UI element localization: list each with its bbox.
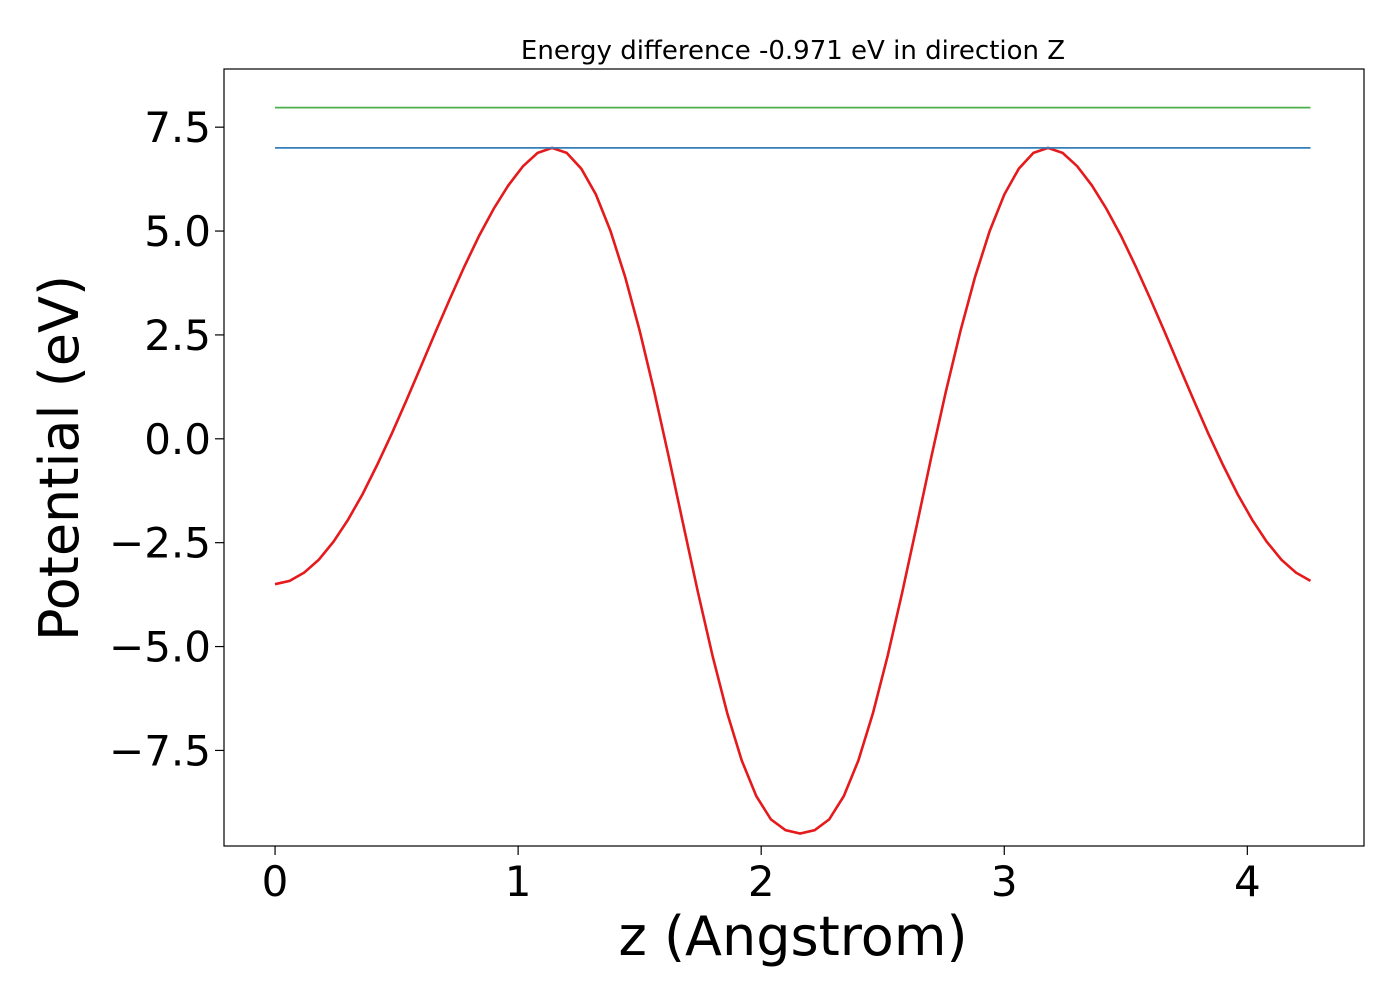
y-tick-label: 7.5 <box>144 103 211 152</box>
x-tick-label: 1 <box>505 857 532 906</box>
x-axis-label: z (Angstrom) <box>618 905 967 968</box>
x-tick-label: 2 <box>748 857 775 906</box>
x-tick-label: 3 <box>991 857 1018 906</box>
y-axis-label: Potential (eV) <box>28 275 91 641</box>
x-tick-label: 4 <box>1234 857 1261 906</box>
x-axis: 0 1 2 3 4 <box>262 846 1261 906</box>
y-axis: −7.5 −5.0 −2.5 0.0 2.5 5.0 7.5 <box>109 103 224 775</box>
x-tick-label: 0 <box>262 857 289 906</box>
series-line-potential <box>274 146 1312 835</box>
series-layer <box>274 106 1312 835</box>
y-tick-label: −7.5 <box>109 726 211 775</box>
y-tick-label: −5.0 <box>109 623 211 672</box>
y-tick-label: 2.5 <box>144 311 211 360</box>
y-tick-label: 5.0 <box>144 207 211 256</box>
chart-title: Energy difference -0.971 eV in direction… <box>521 36 1065 66</box>
y-tick-label: −2.5 <box>109 519 211 568</box>
y-tick-label: 0.0 <box>144 415 211 464</box>
plot-frame <box>223 68 1365 847</box>
